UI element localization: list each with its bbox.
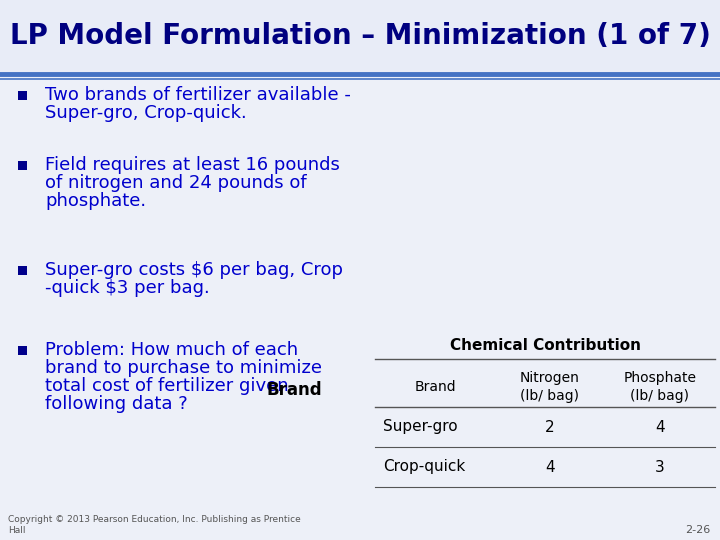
Text: following data ?: following data ? [45, 395, 188, 413]
Text: Super-gro costs $6 per bag, Crop: Super-gro costs $6 per bag, Crop [45, 261, 343, 279]
Text: Chemical Contribution: Chemical Contribution [449, 338, 641, 353]
Bar [17, 160, 27, 170]
Text: Copyright © 2013 Pearson Education, Inc. Publishing as Prentice
Hall: Copyright © 2013 Pearson Education, Inc.… [8, 515, 301, 535]
Text: Problem: How much of each: Problem: How much of each [45, 341, 298, 359]
Text: Two brands of fertilizer available -: Two brands of fertilizer available - [45, 86, 351, 104]
Text: 2-26: 2-26 [685, 525, 710, 535]
Text: 4: 4 [655, 420, 665, 435]
Bar [17, 91, 27, 99]
Text: -quick $3 per bag.: -quick $3 per bag. [45, 279, 210, 297]
Text: phosphate.: phosphate. [45, 192, 146, 210]
Text: Super-gro: Super-gro [383, 420, 458, 435]
Text: Field requires at least 16 pounds: Field requires at least 16 pounds [45, 156, 340, 174]
Bar [17, 346, 27, 354]
Text: Phosphate
(lb/ bag): Phosphate (lb/ bag) [624, 372, 696, 403]
Text: of nitrogen and 24 pounds of: of nitrogen and 24 pounds of [45, 174, 307, 192]
Text: Brand: Brand [414, 380, 456, 394]
Text: Nitrogen
(lb/ bag): Nitrogen (lb/ bag) [520, 372, 580, 403]
Text: Crop-quick: Crop-quick [383, 460, 465, 475]
Text: 3: 3 [655, 460, 665, 475]
Text: Brand: Brand [267, 381, 323, 399]
Text: Super-gro, Crop-quick.: Super-gro, Crop-quick. [45, 104, 247, 122]
Bar [17, 266, 27, 274]
Text: 2: 2 [545, 420, 555, 435]
Bar [0, 0, 720, 72]
Text: 4: 4 [545, 460, 555, 475]
Text: LP Model Formulation – Minimization (1 of 7): LP Model Formulation – Minimization (1 o… [10, 22, 711, 50]
Text: total cost of fertilizer given: total cost of fertilizer given [45, 377, 289, 395]
Text: brand to purchase to minimize: brand to purchase to minimize [45, 359, 322, 377]
